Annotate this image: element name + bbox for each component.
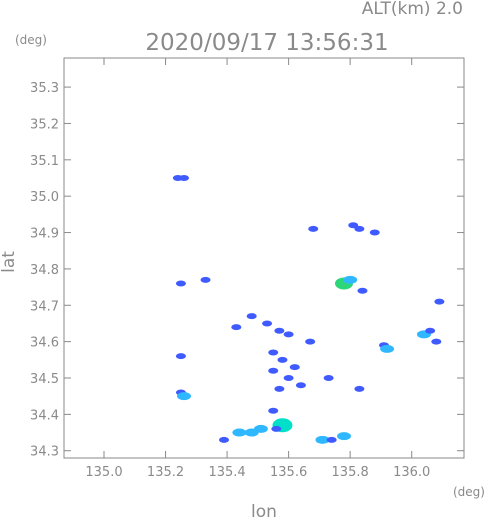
y-tick-label: 34.7 — [30, 299, 59, 314]
y-tick-label: 34.6 — [30, 336, 59, 351]
radar-echo — [268, 367, 279, 374]
x-tick-label: 135.0 — [85, 465, 122, 480]
radar-echo — [271, 425, 282, 432]
y-tick-label: 35.1 — [30, 154, 59, 169]
y-tick-label: 34.5 — [30, 372, 59, 387]
chart-title: 2020/09/17 13:56:31 — [145, 30, 388, 56]
radar-echo — [274, 327, 285, 334]
radar-echo — [354, 225, 365, 232]
radar-echo — [268, 407, 279, 414]
y-tick-label: 34.8 — [30, 263, 59, 278]
radar-echo — [343, 275, 358, 284]
radar-echo — [380, 344, 395, 353]
radar-echo — [274, 385, 285, 392]
y-tick-label: 34.9 — [30, 227, 59, 242]
altitude-label: ALT(km) 2.0 — [362, 0, 463, 19]
radar-echo — [354, 385, 365, 392]
x-tick-label: 135.2 — [147, 465, 184, 480]
radar-echo — [305, 338, 316, 345]
y-tick-label: 35.2 — [30, 117, 59, 132]
x-tick-label: 135.4 — [208, 465, 245, 480]
radar-echo — [262, 320, 273, 327]
radar-echo — [308, 225, 319, 232]
y-axis-label: lat — [0, 251, 19, 273]
radar-echo — [357, 287, 368, 294]
radar-echo — [179, 175, 189, 181]
radar-echo — [283, 375, 294, 381]
radar-echo — [337, 432, 351, 441]
radar-echo — [277, 356, 288, 363]
x-unit-label: (deg) — [453, 485, 485, 499]
radar-echo — [431, 338, 442, 345]
x-tick-label: 135.8 — [332, 465, 369, 480]
radar-echo — [175, 353, 186, 360]
x-tick-label: 135.6 — [270, 465, 307, 480]
x-tick-label: 136.0 — [393, 465, 430, 480]
y-tick-label: 34.3 — [30, 445, 59, 460]
radar-echo — [323, 375, 334, 381]
y-tick-label: 34.4 — [30, 408, 59, 423]
y-unit-label: (deg) — [15, 33, 47, 47]
radar-echo — [283, 331, 294, 338]
radar-echo — [232, 428, 247, 437]
y-tick-label: 35.3 — [30, 81, 59, 96]
radar-echo — [231, 324, 242, 331]
radar-echo — [315, 435, 330, 444]
plot-frame — [63, 57, 465, 459]
tick-layer: 135.0 135.2 135.4 135.6 135.8 136.0 34.3 34.4 34… — [30, 58, 464, 480]
radar-echo — [434, 298, 445, 305]
radar-echo — [295, 382, 306, 389]
radar-echo — [219, 436, 229, 443]
y-tick-label: 35.0 — [30, 190, 59, 205]
radar-echo — [369, 229, 380, 236]
radar-echo — [177, 392, 191, 401]
radar-echo — [348, 222, 359, 229]
radar-echo — [289, 364, 300, 371]
radar-echo — [268, 349, 279, 356]
echo-layer — [172, 175, 445, 444]
radar-echo — [253, 424, 268, 433]
radar-echo — [326, 436, 337, 443]
radar-echo — [200, 276, 211, 283]
radar-echo — [175, 280, 186, 287]
radar-echo — [246, 313, 257, 320]
radar-echo — [425, 327, 436, 334]
x-axis-label: lon — [251, 502, 277, 521]
